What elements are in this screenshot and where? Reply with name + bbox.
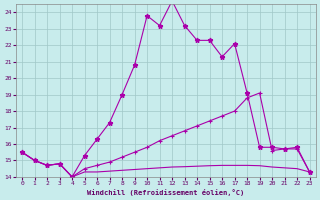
X-axis label: Windchill (Refroidissement éolien,°C): Windchill (Refroidissement éolien,°C)	[87, 189, 244, 196]
